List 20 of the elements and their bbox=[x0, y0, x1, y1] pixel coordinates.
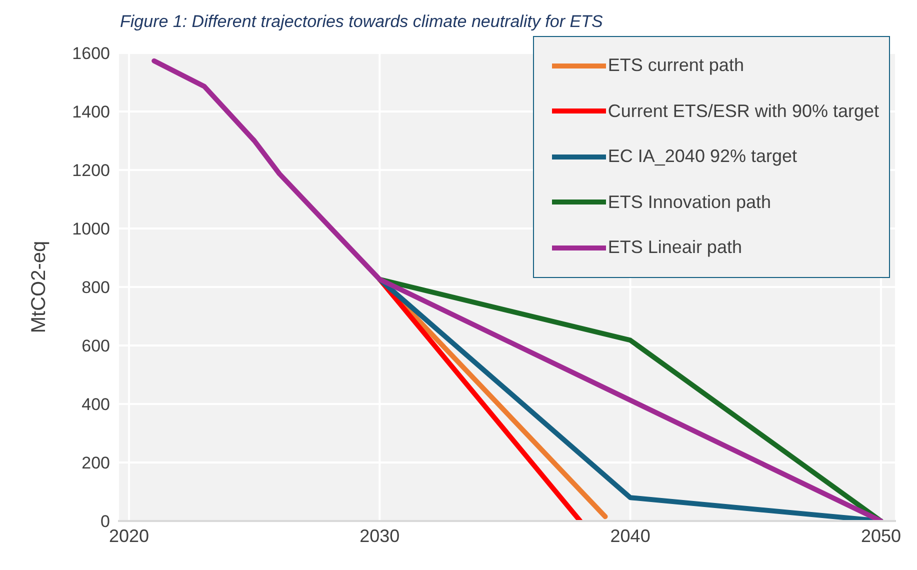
legend-label: Current ETS/ESR with 90% target bbox=[608, 100, 879, 122]
y-tick-label: 200 bbox=[82, 454, 110, 473]
x-tick-label: 2020 bbox=[109, 526, 150, 546]
y-tick-label: 1000 bbox=[72, 220, 110, 239]
x-tick-label: 2040 bbox=[610, 526, 650, 546]
y-tick-label: 1600 bbox=[72, 44, 110, 64]
y-tick-label: 600 bbox=[82, 336, 110, 356]
y-tick-label: 400 bbox=[82, 395, 110, 414]
x-tick-label: 2050 bbox=[860, 526, 901, 546]
y-tick-label: 0 bbox=[100, 512, 110, 532]
legend-label: ETS current path bbox=[608, 55, 744, 76]
y-axis-title: MtCO2-eq bbox=[28, 240, 50, 334]
legend-label: EC IA_2040 92% target bbox=[608, 146, 798, 168]
y-tick-label: 1400 bbox=[72, 102, 110, 122]
y-tick-label: 800 bbox=[82, 278, 110, 298]
x-tick-label: 2030 bbox=[360, 526, 400, 546]
y-tick-label: 1200 bbox=[72, 161, 110, 180]
chart-title: Figure 1: Different trajectories towards climate neutrality for ETS bbox=[120, 12, 603, 32]
legend-label: ETS Innovation path bbox=[608, 192, 771, 213]
legend-label: ETS Lineair path bbox=[608, 237, 742, 258]
